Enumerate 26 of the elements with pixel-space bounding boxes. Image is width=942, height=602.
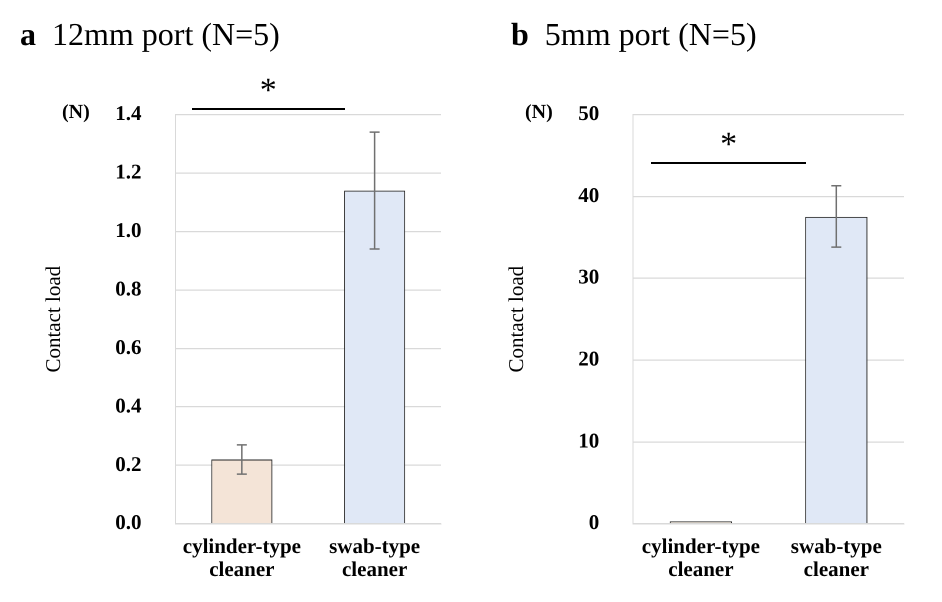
text: *: [258, 72, 278, 110]
y-tick-label: 1.2: [115, 159, 142, 184]
y-tick-label: 40: [578, 182, 600, 207]
x-tick-label: cylinder-type cleaner: [182, 534, 301, 581]
y-tick-label: 50: [578, 101, 600, 126]
annotation: *: [719, 126, 738, 164]
y-tick-label: 30: [578, 264, 600, 289]
y-tick-label: 10: [578, 428, 600, 452]
x-tick-label: swab-type cleaner: [329, 534, 420, 581]
y-tick-label: 0: [588, 510, 600, 534]
text: (N): [62, 100, 90, 124]
y-tick-label: 0.6: [115, 334, 142, 359]
x-tick-label: swab-type cleaner: [790, 534, 882, 581]
y-tick-label: 1.0: [115, 218, 142, 242]
y-tick-label: 0.2: [115, 452, 142, 476]
y-tick-label: 0.4: [115, 393, 142, 418]
chart-title: a 12mm port (N=5): [20, 16, 280, 52]
y-tick-label: 1.4: [115, 101, 142, 126]
y-axis-title: Contact load: [504, 265, 528, 373]
y-tick-label: 0.8: [115, 276, 142, 300]
y-tick-label: 20: [578, 346, 600, 371]
chart-title: b 5mm port (N=5): [511, 16, 757, 52]
y-tick-label: 0.0: [115, 510, 142, 534]
x-tick-label: cylinder-type cleaner: [642, 534, 760, 581]
y-axis-title: Contact load: [41, 265, 66, 373]
text: (N): [525, 100, 553, 124]
